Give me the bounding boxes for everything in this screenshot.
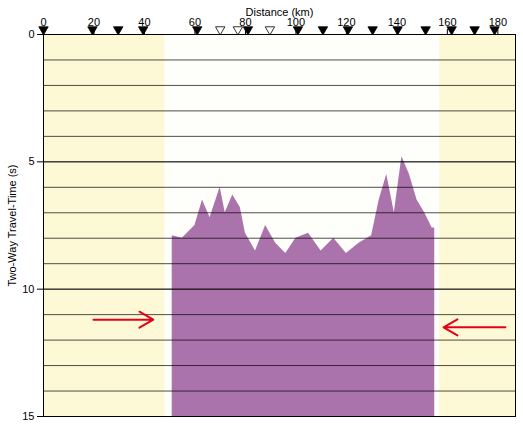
svg-text:5: 5 (28, 155, 34, 167)
svg-text:80: 80 (239, 15, 252, 28)
svg-text:15: 15 (22, 410, 34, 422)
svg-text:180: 180 (489, 16, 507, 28)
svg-text:0: 0 (28, 28, 34, 40)
svg-text:160: 160 (438, 16, 456, 28)
svg-text:Two-Way Travel-Time (s): Two-Way Travel-Time (s) (6, 164, 18, 286)
svg-text:Distance (km): Distance (km) (246, 6, 314, 18)
svg-text:140: 140 (388, 16, 406, 28)
svg-text:60: 60 (189, 16, 201, 28)
svg-text:40: 40 (138, 16, 150, 28)
svg-text:10: 10 (22, 283, 34, 295)
svg-text:0: 0 (40, 16, 46, 28)
svg-text:120: 120 (337, 16, 355, 28)
svg-text:100: 100 (286, 15, 306, 28)
svg-text:20: 20 (88, 16, 100, 28)
